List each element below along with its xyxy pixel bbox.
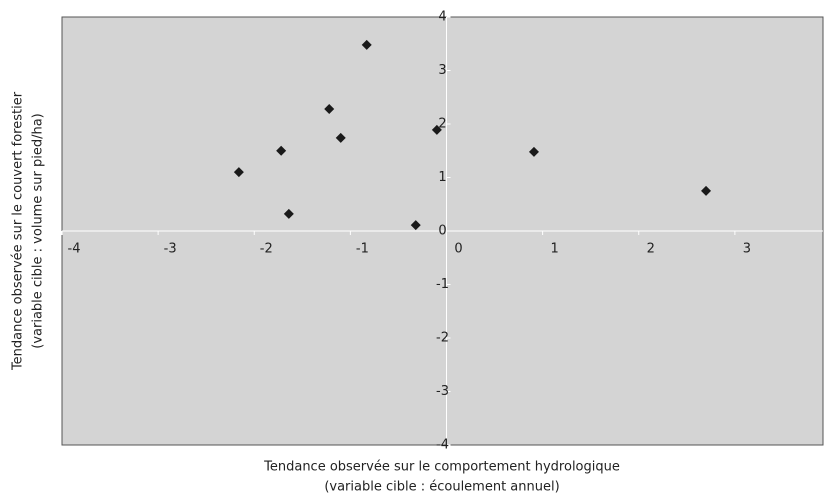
- y-tick-label: -2: [436, 331, 449, 346]
- y-tick-label: 3: [438, 63, 446, 78]
- y-axis-label: Tendance observée sur le couvert foresti…: [11, 91, 26, 371]
- x-axis-label: Tendance observée sur le comportement hy…: [263, 460, 620, 475]
- x-tick-label: -4: [68, 242, 81, 257]
- data-point: [233, 167, 244, 178]
- x-tick-label: 3: [743, 242, 751, 257]
- x-tick-label: 1: [550, 242, 558, 257]
- y-tick-label: -3: [436, 384, 449, 399]
- y-tick-label: 2: [438, 117, 446, 132]
- y-tick-label: -4: [436, 438, 449, 453]
- x-axis-label: (variable cible : écoulement annuel): [324, 480, 559, 495]
- x-tick-label: 0: [454, 242, 462, 257]
- x-tick-label: -1: [356, 242, 369, 257]
- data-point: [528, 146, 539, 157]
- data-point: [276, 145, 287, 156]
- data-point: [324, 104, 335, 115]
- x-tick-label: -2: [260, 242, 273, 257]
- y-tick-label: -1: [436, 277, 449, 292]
- y-tick-label: 0: [438, 224, 446, 239]
- data-point: [410, 220, 421, 231]
- y-axis-label: (variable cible : volume sur pied/ha): [31, 113, 46, 348]
- data-point: [431, 124, 442, 135]
- y-tick-label: 1: [438, 170, 446, 185]
- x-tick-label: 2: [647, 242, 655, 257]
- y-tick-label: 4: [438, 10, 446, 25]
- data-point: [283, 208, 294, 219]
- data-point: [335, 132, 346, 143]
- data-point: [701, 185, 712, 196]
- x-tick-label: -3: [164, 242, 177, 257]
- data-point: [361, 39, 372, 50]
